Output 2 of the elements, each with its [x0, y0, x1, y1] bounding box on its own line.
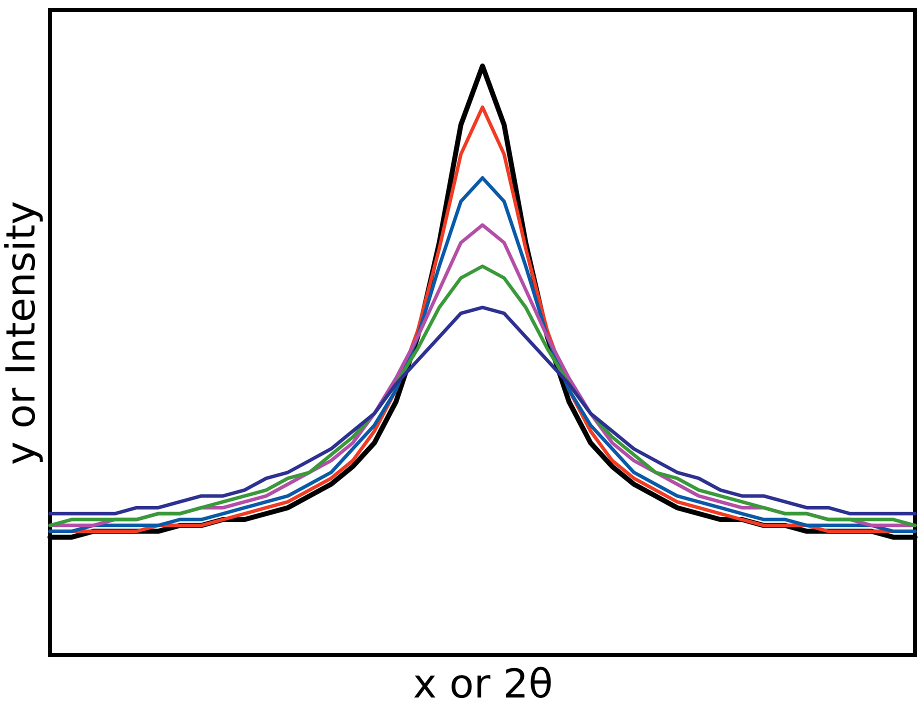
- y-axis-title: y or Intensity: [0, 200, 44, 466]
- x-axis-title: x or 2θ: [413, 662, 553, 708]
